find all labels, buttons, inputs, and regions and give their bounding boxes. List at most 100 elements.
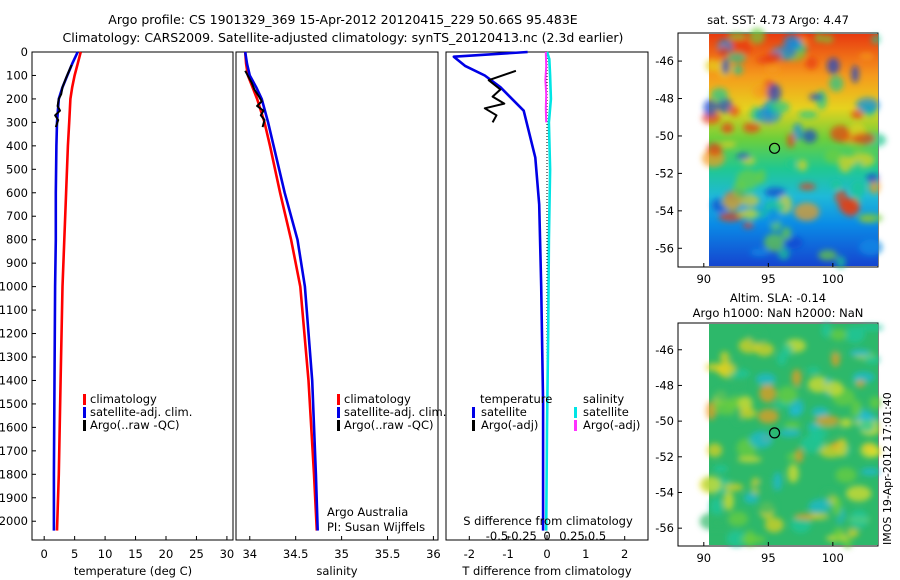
heatmap-cell [824, 148, 843, 164]
heatmap-cell [773, 471, 783, 492]
difference-xlabel: T difference from climatology [461, 564, 632, 578]
y-tick-label: 1100 [0, 303, 28, 317]
heatmap-cell [851, 132, 876, 145]
y-tick-label: 600 [6, 186, 28, 200]
y-tick-label: 1300 [0, 350, 28, 364]
legend-label-climatology: climatology [90, 392, 157, 406]
heatmap-cell [733, 406, 742, 426]
x-tick-label: 34.5 [283, 547, 309, 561]
heatmap-cell [706, 401, 717, 420]
heatmap-cell [835, 467, 857, 483]
x-tick-label: 36 [426, 547, 441, 561]
heatmap-cell [706, 443, 723, 458]
heatmap-cell [840, 516, 851, 537]
heatmap-cell [721, 58, 730, 75]
sla-map-panel: Altim. SLA: -0.14 Argo h1000: NaN h2000:… [655, 291, 884, 565]
heatmap-cell [726, 530, 747, 547]
heatmap-cell [871, 34, 880, 44]
sst-map-panel: sat. SST: 4.73 Argo: 4.47 -46 -48 -50 -52 -5… [655, 13, 887, 286]
heatmap-cell [757, 408, 779, 424]
heatmap-cell [838, 199, 859, 214]
x-tick-label: -2 [464, 547, 475, 561]
difference-profile-lines [452, 50, 553, 531]
heatmap-cell [855, 379, 866, 388]
heatmap-cell [710, 87, 728, 102]
y-tick-label: 1900 [0, 491, 28, 505]
heatmap-cell [790, 515, 811, 534]
legend-marker-argo [83, 420, 86, 431]
y-tick-label: 1200 [0, 327, 28, 341]
heatmap-cell [755, 373, 777, 386]
heatmap-cell [821, 425, 843, 433]
series-line-climatology [55, 51, 82, 531]
y-tick-label: 100 [6, 68, 28, 82]
heatmap-cell [756, 168, 766, 184]
y-tick-label: 700 [6, 209, 28, 223]
heatmap-cell [840, 418, 853, 428]
top-tick-label: 0 [543, 529, 550, 543]
y-tick-label: 0 [21, 45, 28, 59]
heatmap-cell [786, 452, 796, 462]
heatmap-cell [738, 396, 753, 411]
heatmap-cell [749, 431, 773, 449]
salinity-xlabel: salinity [316, 564, 357, 578]
sla-heatmap-texture [699, 322, 884, 549]
legend-marker-satellite [337, 407, 340, 418]
heatmap-cell [851, 109, 864, 120]
heatmap-cell [759, 384, 777, 403]
heatmap-cell [798, 111, 818, 119]
series-line-salinity-satellite [544, 51, 553, 531]
heatmap-cell [853, 161, 864, 170]
x-tick-label: 25 [189, 547, 204, 561]
lat-tick-label: -52 [655, 450, 674, 464]
y-tick-label: 300 [6, 115, 28, 129]
heatmap-cell [765, 65, 781, 75]
heatmap-cell [763, 233, 785, 252]
heatmap-cell [736, 153, 751, 160]
legend-header-salinity: salinity [583, 392, 624, 406]
sla-lat-tick-labels: -46 -48 -50 -52 -54 -56 [655, 343, 682, 535]
heatmap-cell [716, 97, 733, 114]
heatmap-cell [735, 374, 744, 391]
heatmap-cell [737, 209, 758, 219]
heatmap-cell [838, 155, 852, 173]
imos-timestamp: IMOS 19-Apr-2012 17:01:40 [881, 392, 894, 545]
legend-label-satellite: satellite-adj. clim. [90, 405, 192, 419]
series-line-temperature-satellite [452, 50, 545, 531]
temperature-profile-lines [52, 51, 82, 531]
legend-marker-temp-satellite [472, 407, 475, 418]
lon-tick-label: 95 [761, 272, 776, 286]
heatmap-cell [732, 181, 746, 199]
heatmap-cell [767, 83, 782, 103]
y-tick-label: 400 [6, 139, 28, 153]
heatmap-cell [857, 213, 883, 223]
salinity-difference-tick-labels: -0.5-0.25 0 0.25 0.5 [486, 529, 606, 543]
legend-header-temperature: temperature [480, 392, 552, 406]
heatmap-cell [719, 351, 730, 365]
heatmap-cell [727, 32, 747, 40]
heatmap-cell [835, 255, 846, 269]
heatmap-cell [756, 55, 777, 65]
heatmap-cell [824, 380, 844, 396]
lat-tick-label: -54 [655, 204, 674, 218]
heatmap-cell [797, 159, 808, 172]
heatmap-cell [718, 212, 743, 222]
temperature-panel: 0100200300400500600700800900100011001200… [0, 45, 234, 578]
heatmap-cell [726, 37, 752, 58]
difference-panel: -2 -1 0 1 2 T difference from climatology S … [445, 50, 649, 578]
series-line-temperature-argo-adj- [483, 69, 517, 123]
heatmap-cell [791, 369, 802, 386]
lat-tick-label: -52 [655, 166, 674, 180]
heatmap-cell [743, 122, 761, 133]
x-tick-label: 10 [98, 547, 113, 561]
temperature-x-tick-labels: 0 5 10 15 20 25 30 [41, 536, 234, 561]
y-tick-label: 1000 [0, 280, 28, 294]
argo-position-marker [768, 427, 781, 439]
lat-tick-label: -50 [655, 414, 674, 428]
heatmap-cell [807, 376, 830, 393]
lon-tick-label: 90 [696, 551, 711, 565]
salinity-panel: 34 34.5 35 35.5 36 salinity climatology sate… [235, 51, 446, 578]
heatmap-cell [826, 57, 840, 75]
heatmap-cell [830, 180, 842, 190]
heatmap-cell [727, 52, 747, 63]
